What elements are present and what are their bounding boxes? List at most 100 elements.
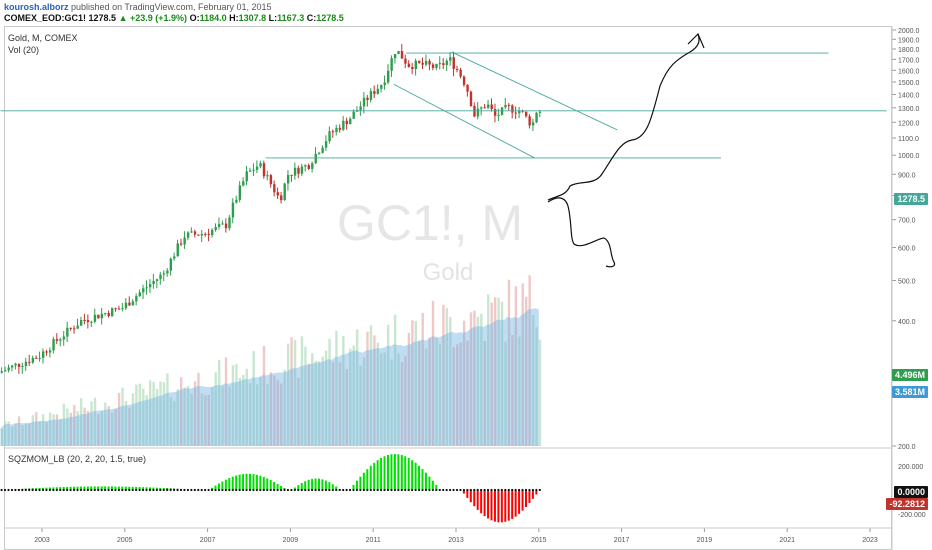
volume-bar [276, 380, 279, 446]
squeeze-dot [321, 488, 324, 492]
volume-bar [390, 359, 393, 446]
momentum-bar [390, 454, 393, 490]
volume-bar [4, 421, 7, 446]
squeeze-dot [328, 488, 331, 492]
squeeze-dot [152, 488, 155, 492]
momentum-bar [469, 490, 472, 503]
volume-bar [473, 310, 476, 446]
volume-bar [59, 418, 62, 446]
momentum-bar [107, 486, 110, 490]
squeeze-dot [83, 488, 86, 492]
squeeze-dot [369, 488, 372, 492]
candle-body [124, 302, 128, 309]
squeeze-dot [86, 488, 89, 492]
momentum-bar [104, 486, 107, 490]
author-link[interactable]: kourosh.alborz [4, 2, 69, 12]
squeeze-dot [14, 488, 17, 492]
volume-bar [173, 401, 176, 446]
momentum-bar [500, 490, 503, 523]
momentum-bar [145, 487, 148, 490]
trend-line[interactable] [393, 84, 535, 159]
watermark-name: Gold [423, 259, 474, 286]
squeeze-dot [521, 488, 524, 492]
candle-body [269, 175, 273, 185]
momentum-bar [355, 480, 358, 490]
squeeze-dot [17, 488, 20, 492]
volume-bar [321, 356, 324, 446]
momentum-bar [511, 490, 514, 519]
candle-body [193, 231, 197, 235]
volume-bar [380, 353, 383, 446]
candle-body [76, 325, 79, 329]
momentum-bar [318, 478, 320, 490]
squeeze-dot [524, 488, 528, 492]
volume-bar [31, 415, 35, 446]
squeeze-dot [359, 488, 362, 492]
squeeze-dot [466, 488, 469, 492]
momentum-bar [487, 490, 490, 519]
momentum-bar [373, 462, 376, 490]
squeeze-dot [245, 488, 248, 492]
candle-body [211, 229, 214, 236]
candle-body [490, 104, 493, 110]
candle-body [483, 107, 486, 109]
squeeze-dot [207, 488, 210, 492]
volume-ma-area [0, 308, 539, 446]
momentum-bar [224, 479, 227, 490]
squeeze-dot [24, 488, 27, 492]
volume-bar [48, 412, 52, 446]
candle-body [531, 122, 535, 126]
volume-bar [280, 383, 283, 446]
trend-line[interactable] [451, 51, 618, 131]
momentum-bar [231, 476, 234, 490]
volume-bar [52, 414, 55, 446]
volume-bar [0, 428, 4, 446]
time-axis-label: 2017 [614, 537, 630, 544]
chart-header: kourosh.alborz published on TradingView.… [0, 0, 932, 26]
momentum-bar [466, 490, 469, 498]
time-axis-label: 2011 [366, 537, 381, 544]
momentum-bar [490, 490, 493, 521]
squeeze-dot [169, 488, 172, 492]
candle-body [186, 232, 190, 238]
candle-body [456, 68, 459, 70]
squeeze-dot [459, 488, 462, 492]
momentum-axis-label: -200.000 [898, 512, 926, 519]
candle-body [404, 58, 407, 64]
squeeze-dot [366, 488, 369, 492]
momentum-bar [528, 490, 531, 504]
candle-body [200, 233, 204, 236]
momentum-bar [59, 487, 62, 490]
squeeze-dot [262, 488, 265, 492]
volume-bar [431, 300, 435, 446]
candle-body [180, 243, 183, 245]
volume-bar [14, 422, 17, 446]
candle-body [442, 63, 445, 66]
squeeze-dot [538, 488, 541, 492]
squeeze-dot [438, 488, 441, 492]
volume-bar [369, 325, 373, 446]
momentum-bar [428, 476, 431, 490]
candle-body [290, 174, 293, 176]
volume-bar [466, 340, 469, 446]
candle-body [283, 183, 286, 201]
candle-body [528, 116, 531, 126]
volume-bar [42, 414, 45, 446]
candle-body [321, 147, 324, 153]
squeeze-dot [269, 488, 272, 492]
momentum-bar [45, 487, 48, 490]
squeeze-dot [193, 488, 196, 492]
squeeze-dot [138, 488, 141, 492]
momentum-bar [217, 483, 220, 490]
momentum-bar [135, 486, 138, 490]
candle-body [418, 60, 421, 63]
momentum-bar [335, 486, 338, 490]
momentum-bar [331, 484, 334, 490]
candle-body [383, 82, 386, 86]
volume-bar [273, 375, 276, 446]
price-axis-label: 1600.0 [898, 68, 920, 75]
candle-body [214, 226, 217, 230]
momentum-zero-tag: 0.0000 [894, 486, 928, 498]
candle-body [90, 321, 93, 323]
